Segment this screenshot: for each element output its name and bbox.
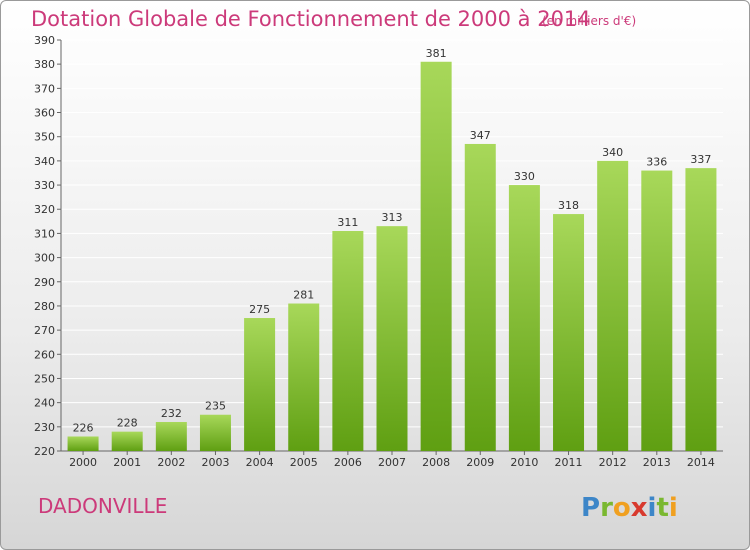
x-tick-label: 2001	[113, 456, 141, 469]
x-tick-label: 2003	[201, 456, 229, 469]
data-label: 330	[514, 170, 535, 183]
chart-title: Dotation Globale de Fonctionnement de 20…	[31, 7, 591, 31]
y-tick-label: 320	[34, 203, 55, 216]
data-label: 232	[161, 407, 182, 420]
y-tick-label: 250	[34, 372, 55, 385]
data-label: 281	[293, 289, 314, 302]
y-tick-label: 300	[34, 252, 55, 265]
x-tick-label: 2012	[599, 456, 627, 469]
y-tick-label: 230	[34, 421, 55, 434]
y-tick-label: 270	[34, 324, 55, 337]
bar	[155, 421, 187, 451]
y-tick-label: 340	[34, 155, 55, 168]
bar	[376, 226, 408, 451]
data-label: 235	[205, 400, 226, 413]
y-tick-label: 310	[34, 227, 55, 240]
x-tick-label: 2000	[69, 456, 97, 469]
x-tick-label: 2004	[246, 456, 274, 469]
data-label: 336	[646, 156, 667, 169]
data-label: 340	[602, 146, 623, 159]
y-tick-label: 240	[34, 397, 55, 410]
commune-name: DADONVILLE	[38, 494, 168, 518]
data-label: 226	[73, 421, 94, 434]
bar	[641, 170, 673, 451]
x-tick-label: 2009	[466, 456, 494, 469]
x-tick-label: 2013	[643, 456, 671, 469]
x-tick-label: 2002	[157, 456, 185, 469]
y-tick-label: 290	[34, 276, 55, 289]
data-label: 228	[117, 417, 138, 430]
bar	[288, 303, 320, 451]
bar	[67, 436, 99, 451]
data-label: 311	[337, 216, 358, 229]
data-label: 313	[382, 211, 403, 224]
x-tick-label: 2008	[422, 456, 450, 469]
y-tick-label: 220	[34, 445, 55, 458]
y-tick-label: 370	[34, 82, 55, 95]
data-label: 337	[690, 153, 711, 166]
bar	[111, 431, 143, 451]
y-tick-label: 350	[34, 131, 55, 144]
x-tick-label: 2005	[290, 456, 318, 469]
bar	[464, 143, 496, 452]
svg-text:Proxiti: Proxiti	[581, 493, 678, 523]
x-tick-label: 2007	[378, 456, 406, 469]
x-tick-label: 2010	[510, 456, 538, 469]
y-tick-label: 390	[34, 34, 55, 47]
bar	[597, 160, 629, 451]
data-label: 275	[249, 303, 270, 316]
bar	[420, 61, 452, 452]
bar	[332, 230, 364, 451]
x-tick-label: 2014	[687, 456, 715, 469]
y-tick-label: 380	[34, 58, 55, 71]
bar	[199, 414, 231, 451]
y-tick-label: 260	[34, 348, 55, 361]
bar	[685, 168, 717, 451]
unit-note: (en milliers d'€)	[542, 14, 637, 28]
data-label: 381	[426, 47, 447, 60]
bar	[508, 185, 540, 451]
bar	[244, 318, 276, 451]
x-tick-label: 2006	[334, 456, 362, 469]
y-tick-label: 280	[34, 300, 55, 313]
x-tick-label: 2011	[555, 456, 583, 469]
data-label: 347	[470, 129, 491, 142]
proxiti-logo: Proxiti	[581, 493, 678, 523]
bar	[553, 214, 585, 451]
data-label: 318	[558, 199, 579, 212]
y-tick-label: 330	[34, 179, 55, 192]
y-tick-label: 360	[34, 107, 55, 120]
